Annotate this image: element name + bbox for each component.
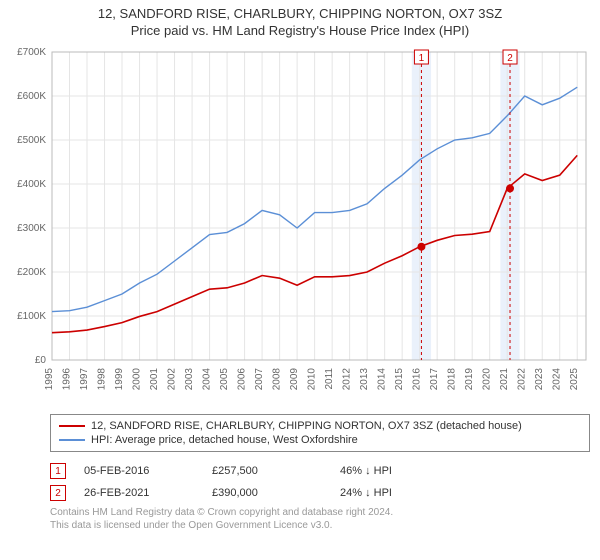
svg-text:2019: 2019 [464, 368, 475, 391]
svg-text:2007: 2007 [254, 368, 265, 391]
footer-line-1: Contains HM Land Registry data © Crown c… [50, 506, 393, 519]
svg-text:2018: 2018 [447, 368, 458, 391]
svg-text:2003: 2003 [184, 368, 195, 391]
svg-text:£700K: £700K [17, 47, 46, 58]
svg-text:2004: 2004 [202, 368, 213, 391]
sale-date-2: 26-FEB-2021 [84, 487, 194, 499]
svg-text:1995: 1995 [44, 368, 55, 391]
sale-row-2: 2 26-FEB-2021 £390,000 24% ↓ HPI [50, 482, 460, 504]
svg-text:2017: 2017 [429, 368, 440, 391]
footer-note: Contains HM Land Registry data © Crown c… [50, 506, 393, 532]
svg-text:2025: 2025 [569, 368, 580, 391]
svg-text:1997: 1997 [79, 368, 90, 391]
sales-table: 1 05-FEB-2016 £257,500 46% ↓ HPI 2 26-FE… [50, 460, 460, 504]
svg-text:£300K: £300K [17, 223, 46, 234]
svg-text:2001: 2001 [149, 368, 160, 391]
svg-text:2002: 2002 [167, 368, 178, 391]
svg-text:£0: £0 [35, 355, 47, 366]
svg-text:1998: 1998 [97, 368, 108, 391]
price-chart: £0 £100K £200K £300K £400K £500K £600K £700K 199… [8, 46, 592, 406]
legend-label-property: 12, SANDFORD RISE, CHARLBURY, CHIPPING N… [91, 420, 522, 432]
svg-text:2: 2 [507, 53, 513, 64]
page-title-line2: Price paid vs. HM Land Registry's House … [0, 23, 600, 38]
sale-marker-2: 2 [50, 485, 66, 501]
svg-text:2009: 2009 [289, 368, 300, 391]
footer-line-2: This data is licensed under the Open Gov… [50, 519, 393, 532]
sale-pct-2: 24% ↓ HPI [340, 487, 460, 499]
legend-swatch-property [59, 425, 85, 427]
svg-text:2000: 2000 [132, 368, 143, 391]
svg-text:2014: 2014 [377, 368, 388, 391]
svg-text:2016: 2016 [412, 368, 423, 391]
svg-text:2020: 2020 [482, 368, 493, 391]
svg-text:2011: 2011 [324, 368, 335, 390]
svg-text:1999: 1999 [114, 368, 125, 391]
sale-date-1: 05-FEB-2016 [84, 465, 194, 477]
svg-text:1996: 1996 [62, 368, 73, 391]
page-title-line1: 12, SANDFORD RISE, CHARLBURY, CHIPPING N… [0, 6, 600, 21]
legend: 12, SANDFORD RISE, CHARLBURY, CHIPPING N… [50, 414, 590, 452]
svg-text:2015: 2015 [394, 368, 405, 391]
sale-price-1: £257,500 [212, 465, 322, 477]
legend-label-hpi: HPI: Average price, detached house, West… [91, 434, 358, 446]
sale-marker-1: 1 [50, 463, 66, 479]
svg-text:£400K: £400K [17, 179, 46, 190]
svg-text:1: 1 [419, 53, 425, 64]
svg-text:2022: 2022 [517, 368, 528, 391]
sale-pct-1: 46% ↓ HPI [340, 465, 460, 477]
svg-text:2013: 2013 [359, 368, 370, 391]
chart-svg: £0 £100K £200K £300K £400K £500K £600K £700K 199… [8, 46, 592, 406]
sale-price-2: £390,000 [212, 487, 322, 499]
legend-swatch-hpi [59, 439, 85, 441]
legend-item-hpi: HPI: Average price, detached house, West… [59, 433, 581, 447]
svg-text:2023: 2023 [534, 368, 545, 391]
svg-text:£500K: £500K [17, 135, 46, 146]
svg-text:2012: 2012 [342, 368, 353, 391]
sale-row-1: 1 05-FEB-2016 £257,500 46% ↓ HPI [50, 460, 460, 482]
legend-item-property: 12, SANDFORD RISE, CHARLBURY, CHIPPING N… [59, 419, 581, 433]
svg-text:2006: 2006 [237, 368, 248, 391]
svg-text:2008: 2008 [272, 368, 283, 391]
svg-text:£200K: £200K [17, 267, 46, 278]
svg-text:2021: 2021 [499, 368, 510, 391]
svg-text:2005: 2005 [219, 368, 230, 391]
svg-text:£600K: £600K [17, 91, 46, 102]
svg-text:£100K: £100K [17, 311, 46, 322]
svg-text:2024: 2024 [552, 368, 563, 391]
svg-text:2010: 2010 [307, 368, 318, 391]
